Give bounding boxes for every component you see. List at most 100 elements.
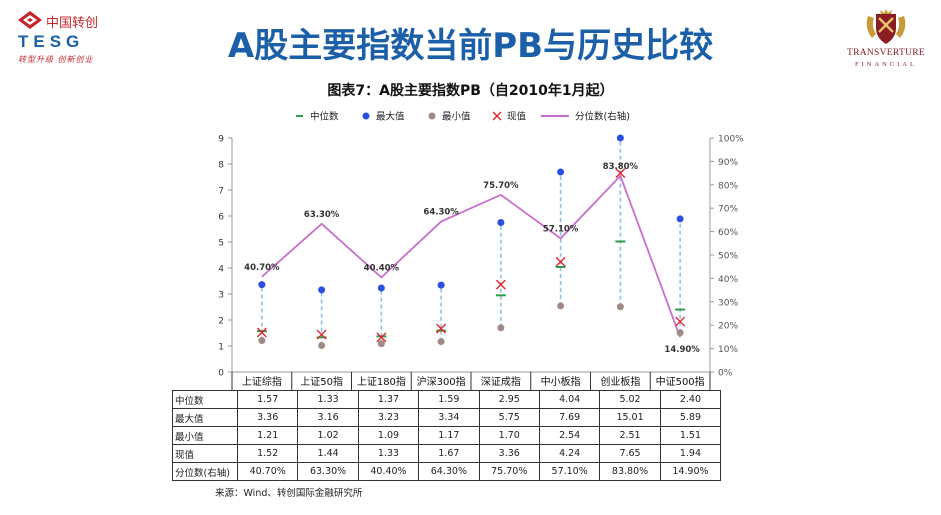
min-point xyxy=(557,302,565,310)
table-cell: 1.09 xyxy=(357,426,420,445)
y2-tick-label: 70% xyxy=(718,205,738,215)
min-point xyxy=(497,324,505,332)
y-tick-label: 3 xyxy=(218,291,224,301)
percentile-data-label: 57.10% xyxy=(543,224,579,234)
chart-title: 图表7：A股主要指数PB（自2010年1月起） xyxy=(327,83,614,99)
percentile-data-label: 83.80% xyxy=(603,162,639,172)
row-header: 最小值 xyxy=(172,426,238,445)
table-cell: 5.89 xyxy=(659,408,722,427)
max-point xyxy=(616,134,624,142)
percentile-data-label: 75.70% xyxy=(483,181,519,191)
table-row: 分位数(右轴) 40.70% 63.30% 40.40% 64.30% 75.70% 57.… xyxy=(172,462,722,481)
row-header: 分位数(右轴) xyxy=(172,462,238,481)
row-header: 中位数 xyxy=(172,390,238,409)
table-cell: 1.52 xyxy=(236,444,299,463)
current-marker xyxy=(256,327,267,338)
table-cell: 7.69 xyxy=(538,408,601,427)
page-title: A股主要指数当前PB与历史比较 xyxy=(227,26,714,66)
min-point xyxy=(676,329,684,337)
current-marker xyxy=(376,332,387,343)
y2-tick-label: 30% xyxy=(718,298,738,308)
brand-right-name: TRANSVERTURE xyxy=(847,48,925,58)
table-cell: 3.23 xyxy=(357,408,420,427)
table-cell: 1.70 xyxy=(478,426,540,445)
table-row: 最小值 1.21 1.02 1.09 1.17 1.70 2.54 2.51 1.51 xyxy=(172,426,722,445)
table-cell: 3.16 xyxy=(297,408,359,427)
max-point xyxy=(676,215,684,223)
y2-tick-label: 80% xyxy=(718,181,738,191)
legend-label: 中位数 xyxy=(310,111,339,123)
table-cell: 1.17 xyxy=(418,426,480,445)
legend-label: 现值 xyxy=(507,111,527,123)
x-category-label: 沪深300指 xyxy=(417,375,466,388)
y-tick-label: 1 xyxy=(218,343,224,353)
table-cell: 1.44 xyxy=(297,444,359,463)
y-tick-label: 4 xyxy=(218,265,224,275)
table-cell: 15.01 xyxy=(599,408,661,427)
table-cell: 3.36 xyxy=(236,408,299,427)
y-tick-label: 8 xyxy=(218,161,224,171)
table-cell: 1.59 xyxy=(418,390,480,409)
table-cell: 5.75 xyxy=(478,408,540,427)
table-row: 现值 1.52 1.44 1.33 1.67 3.36 4.24 7.65 1.94 xyxy=(172,444,722,463)
table-cell: 1.67 xyxy=(418,444,480,463)
table-cell: 40.70% xyxy=(236,462,299,481)
x-category-label: 上证180指 xyxy=(357,375,406,388)
crest-emblem-icon xyxy=(866,9,906,44)
y2-tick-label: 40% xyxy=(718,275,738,285)
y2-tick-label: 60% xyxy=(718,228,738,238)
table-cell: 1.94 xyxy=(659,444,722,463)
y-tick-label: 0 xyxy=(218,369,224,379)
table-row: 最大值 3.36 3.16 3.23 3.34 5.75 7.69 15.01 5.89 xyxy=(172,408,722,427)
current-marker xyxy=(316,329,327,340)
y2-tick-label: 100% xyxy=(718,135,744,145)
table-cell: 7.65 xyxy=(599,444,661,463)
table-cell: 3.34 xyxy=(418,408,480,427)
y-tick-label: 6 xyxy=(218,213,224,223)
legend-label: 分位数(右轴) xyxy=(575,111,630,123)
y2-tick-label: 50% xyxy=(718,252,738,262)
table-cell: 1.57 xyxy=(236,390,299,409)
y-tick-label: 2 xyxy=(218,317,224,327)
row-header: 最大值 xyxy=(172,408,238,427)
current-marker xyxy=(555,256,566,267)
max-point xyxy=(377,284,385,292)
min-point xyxy=(377,340,385,348)
table-cell: 2.51 xyxy=(599,426,661,445)
table-cell: 2.54 xyxy=(538,426,601,445)
current-marker xyxy=(495,279,506,290)
y-tick-label: 7 xyxy=(218,187,224,197)
table-cell: 4.04 xyxy=(538,390,601,409)
x-category-label: 上证综指 xyxy=(242,375,282,388)
table-cell: 83.80% xyxy=(599,462,661,481)
source-note: 来源：Wind、转创国际金融研究所 xyxy=(215,488,363,499)
legend-min-marker xyxy=(428,112,436,120)
current-marker xyxy=(615,168,626,179)
y2-tick-label: 90% xyxy=(718,158,738,168)
brand-logo-right: TRANSVERTURE FINANCIAL xyxy=(838,8,934,70)
brand-slogan: 转型升级 创新创业 xyxy=(18,55,94,64)
legend-label: 最大值 xyxy=(376,111,405,123)
table-cell: 1.21 xyxy=(236,426,299,445)
table-cell: 75.70% xyxy=(478,462,540,481)
min-point xyxy=(437,338,445,346)
y2-tick-label: 20% xyxy=(718,322,738,332)
row-header: 现值 xyxy=(172,444,238,463)
y2-tick-label: 10% xyxy=(718,345,738,355)
table-cell: 2.40 xyxy=(659,390,722,409)
table-cell: 64.30% xyxy=(418,462,480,481)
table-cell: 4.24 xyxy=(538,444,601,463)
max-point xyxy=(497,219,505,226)
table-cell: 1.33 xyxy=(297,390,359,409)
min-point xyxy=(258,337,266,345)
percentile-data-label: 64.30% xyxy=(423,208,459,218)
max-point xyxy=(258,281,266,289)
max-point xyxy=(318,286,326,294)
table-cell: 1.51 xyxy=(659,426,722,445)
table-cell: 14.90% xyxy=(659,462,722,481)
percentile-line xyxy=(261,174,681,338)
tesg-emblem-icon xyxy=(18,11,42,29)
brand-logo-left: 中国转创 TESG 转型升级 创新创业 xyxy=(12,10,112,66)
y-tick-label: 5 xyxy=(218,239,224,249)
percentile-data-label: 14.90% xyxy=(664,345,700,355)
